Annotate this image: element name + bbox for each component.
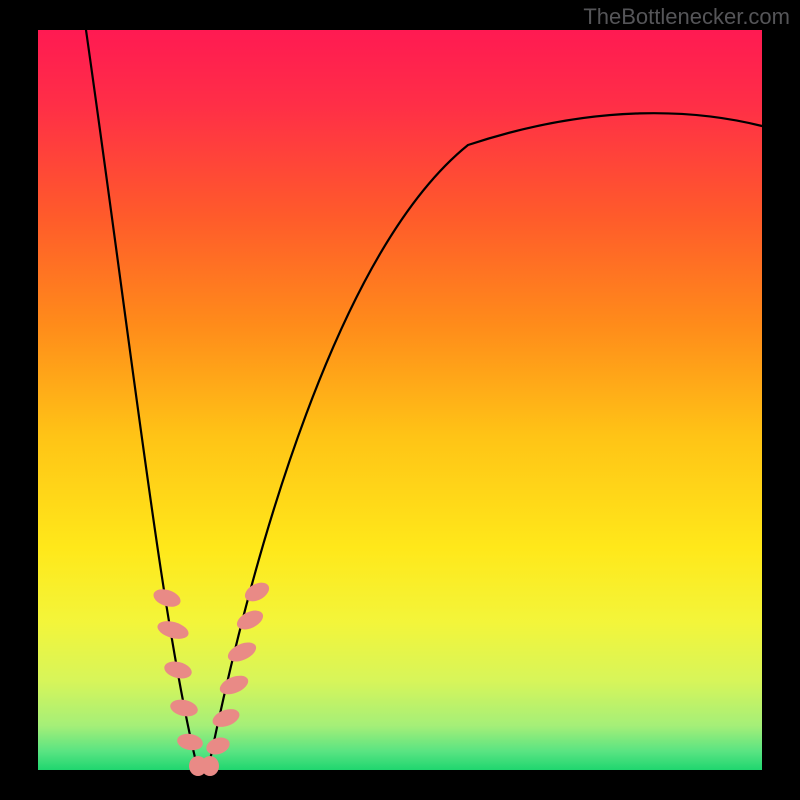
plot-background <box>38 30 762 770</box>
watermark-text: TheBottlenecker.com <box>583 4 790 30</box>
data-marker <box>201 756 219 776</box>
bottleneck-plot <box>0 0 800 800</box>
figure-root: TheBottlenecker.com <box>0 0 800 800</box>
